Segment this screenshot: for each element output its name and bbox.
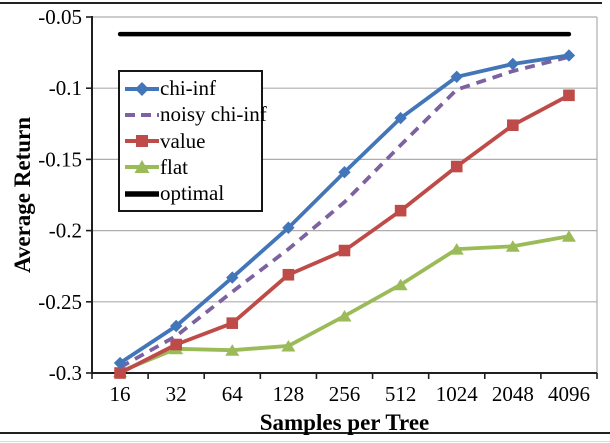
data-point-diamond [113,356,127,370]
data-point-diamond [282,221,295,234]
legend-label: flat [160,154,188,179]
y-tick-label: -0.2 [49,219,82,243]
axes [86,16,598,379]
x-tick-label: 4096 [548,382,590,406]
x-tick-label: 256 [329,382,361,406]
line-square-icon [125,135,159,147]
figure-bottom-edge [0,441,610,442]
x-tick-label: 512 [385,382,417,406]
x-axis-title: Samples per Tree [259,410,430,435]
legend-label: value [160,128,206,153]
data-point-square [114,367,126,379]
data-point-square [226,317,239,329]
figure-top-rule [0,2,602,4]
y-tick-label: -0.25 [38,290,82,314]
dashed-line-icon [125,112,159,117]
data-point-square [338,244,351,257]
data-point-square [563,89,575,102]
data-point-triangle [281,339,296,352]
chi-inf-line-diamond-icon [125,81,159,96]
y-tick-label: -0.05 [38,5,82,29]
line-triangle-icon [125,160,159,174]
x-tick-label: 16 [110,382,131,406]
y-axis-title: Average Return [10,116,35,274]
data-point-diamond [562,49,576,62]
x-tick-label: 1024 [436,382,479,406]
data-point-square [507,119,519,132]
legend-label: noisy chi-inf [160,102,267,127]
data-point-square [394,204,407,217]
data-point-square [450,160,463,173]
series-chi-inf [113,49,576,370]
legend-item-optimal: optimal [124,181,260,206]
series-value [114,89,575,379]
data-point-triangle [561,230,576,242]
chart-legend: chi-inf noisy chi-inf value flat [118,70,267,212]
x-tick-label: 32 [166,382,187,406]
data-point-diamond [450,70,463,84]
thick-line-icon [125,190,159,197]
data-point-diamond [394,111,407,125]
data-point-triangle [449,243,464,255]
data-point-square [282,268,295,281]
legend-item-flat: flat [124,155,260,180]
series-flat [113,230,576,378]
data-point-diamond [226,271,239,284]
y-tick-label: -0.1 [49,76,82,100]
data-point-diamond [169,319,183,333]
x-tick-label: 2048 [492,382,534,406]
series-noisy-chi-inf [119,55,570,369]
data-point-diamond [506,57,520,71]
data-point-triangle [505,240,520,252]
legend-label: optimal [160,181,225,205]
figure-bottom-rule [0,432,610,434]
x-tick-label: 64 [222,382,244,406]
legend-item-noisy-chi-inf: noisy chi-inf [124,102,267,127]
tick-labels: -0.05 -0.1 -0.15 -0.2 -0.25 -0.3 16 32 64 128 256 5… [38,5,590,406]
data-point-diamond [338,166,351,179]
data-point-triangle [337,310,352,322]
x-tick-label: 128 [273,382,305,406]
y-tick-label: -0.15 [38,147,82,171]
data-point-square [170,338,182,351]
legend-item-chi-inf: chi-inf [124,76,260,101]
y-tick-label: -0.3 [49,361,82,385]
data-point-triangle [225,344,240,356]
data-point-triangle [393,278,408,291]
legend-item-value: value [124,129,260,154]
legend-label: chi-inf [160,76,216,100]
